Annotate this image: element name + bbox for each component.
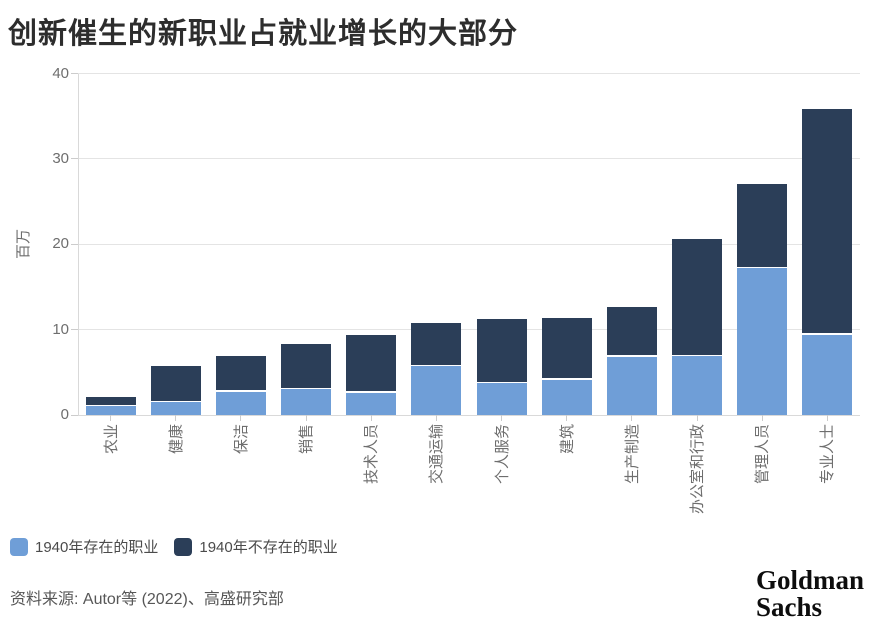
x-category-label: 农业 xyxy=(102,424,120,455)
x-tick-mark xyxy=(761,415,763,421)
x-tick-mark xyxy=(566,415,568,421)
x-category-label: 建筑 xyxy=(558,424,576,455)
bar-segment-existing-1940 xyxy=(85,406,136,415)
y-tick-mark xyxy=(71,158,78,160)
legend-label-existing-1940: 1940年存在的职业 xyxy=(35,539,159,556)
x-category-label: 个人服务 xyxy=(493,424,511,485)
bar-segment-existing-1940 xyxy=(150,402,201,415)
bar-segment-existing-1940 xyxy=(281,389,332,415)
y-tick-label: 20 xyxy=(52,235,69,253)
bar-segment-new-occupation xyxy=(541,317,592,379)
x-tick-mark xyxy=(435,415,437,421)
bar-segment-existing-1940 xyxy=(411,366,462,415)
y-tick-label: 10 xyxy=(52,320,69,338)
legend: 1940年存在的职业 1940年不存在的职业 xyxy=(10,536,338,557)
bar-segment-existing-1940 xyxy=(476,383,527,415)
gridline xyxy=(78,73,860,74)
y-tick-mark xyxy=(71,243,78,245)
source-note: 资料来源: Autor等 (2022)、高盛研究部 xyxy=(10,591,284,608)
bar-segment-existing-1940 xyxy=(672,356,723,415)
bar-segment-existing-1940 xyxy=(541,379,592,415)
x-category-label: 办公室和行政 xyxy=(689,424,707,515)
legend-label-new-occupation: 1940年不存在的职业 xyxy=(199,539,338,556)
y-tick-label: 40 xyxy=(52,64,69,82)
y-axis-line xyxy=(78,73,79,415)
y-tick-mark xyxy=(71,329,78,331)
x-tick-mark xyxy=(175,415,177,421)
x-tick-mark xyxy=(631,415,633,421)
gridline xyxy=(78,414,860,416)
x-tick-mark xyxy=(826,415,828,421)
x-category-label: 技术人员 xyxy=(363,424,381,485)
logo-line-sachs: Sachs xyxy=(756,592,823,622)
x-tick-mark xyxy=(240,415,242,421)
bar-segment-existing-1940 xyxy=(346,392,397,415)
bar-segment-new-occupation xyxy=(476,319,527,382)
x-tick-mark xyxy=(305,415,307,421)
y-tick-label: 30 xyxy=(52,149,69,167)
bar-segment-existing-1940 xyxy=(737,268,788,415)
x-category-label: 保洁 xyxy=(232,424,250,455)
x-tick-mark xyxy=(501,415,503,421)
bar-segment-new-occupation xyxy=(737,184,788,267)
legend-item-new-occupation: 1940年不存在的职业 xyxy=(174,536,338,557)
bar-segment-new-occupation xyxy=(150,366,201,401)
gridline xyxy=(78,243,860,245)
logo-line-goldman: Goldman xyxy=(756,565,865,595)
bar-segment-new-occupation xyxy=(346,334,397,392)
y-tick-label: 0 xyxy=(60,406,69,423)
bar-segment-new-occupation xyxy=(85,397,136,405)
chart-title: 创新催生的新职业占就业增长的大部分 xyxy=(8,18,519,50)
legend-swatch-existing-1940 xyxy=(10,537,28,556)
x-tick-mark xyxy=(110,415,112,421)
legend-swatch-new-occupation xyxy=(174,537,193,556)
y-tick-mark xyxy=(71,414,78,416)
bar-segment-new-occupation xyxy=(411,322,462,365)
bar-segment-existing-1940 xyxy=(606,356,657,415)
gridline xyxy=(78,158,860,160)
bar-segment-new-occupation xyxy=(672,239,723,355)
bar-segment-new-occupation xyxy=(606,306,657,356)
goldman-sachs-logo: Goldman Sachs xyxy=(756,567,864,621)
x-category-label: 生产制造 xyxy=(623,424,641,485)
bar-segment-existing-1940 xyxy=(802,334,853,415)
bar-segment-new-occupation xyxy=(281,344,332,388)
legend-item-existing-1940: 1940年存在的职业 xyxy=(10,536,158,557)
x-category-label: 健康 xyxy=(167,424,185,455)
bar-segment-new-occupation xyxy=(802,108,853,334)
x-tick-mark xyxy=(370,415,372,421)
bar-segment-new-occupation xyxy=(215,356,266,391)
bar-segment-existing-1940 xyxy=(215,391,266,415)
gridline xyxy=(78,329,860,331)
y-tick-mark xyxy=(71,73,78,74)
x-category-label: 交通运输 xyxy=(428,424,446,485)
x-category-label: 销售 xyxy=(298,424,316,455)
x-tick-mark xyxy=(696,415,698,421)
